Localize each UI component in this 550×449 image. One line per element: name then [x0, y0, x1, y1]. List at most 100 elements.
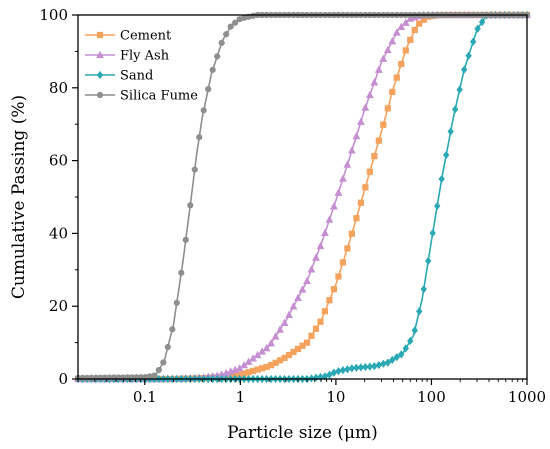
data-point-silica-fume — [169, 326, 176, 333]
data-point-sand — [469, 37, 477, 46]
data-point-cement — [416, 20, 423, 27]
data-point-fly-ash — [262, 343, 271, 352]
data-point-fly-ash — [401, 18, 410, 26]
data-point-sand — [420, 285, 427, 294]
data-point-silica-fume — [223, 31, 230, 38]
legend-item-silica-fume: Silica Fume — [85, 89, 198, 104]
legend-label-silica-fume: Silica Fume — [120, 89, 198, 104]
data-point-cement — [398, 60, 405, 68]
data-point-sand — [357, 363, 365, 372]
data-point-cement — [353, 215, 360, 222]
data-point-sand — [425, 256, 432, 266]
y-axis-ticks: 0 20 40 60 80 100 — [39, 6, 78, 388]
x-axis-ticks: 0.1 1 10 100 1000 — [77, 379, 546, 406]
legend-label-sand: Sand — [120, 69, 153, 84]
data-point-cement — [389, 88, 396, 96]
data-point-fly-ash — [285, 310, 293, 319]
data-point-cement — [384, 105, 391, 112]
legend-item-cement: Cement — [85, 29, 172, 44]
legend-marker-silica-fume — [96, 91, 104, 99]
legend-marker-sand — [96, 70, 104, 80]
data-point-sand — [456, 85, 463, 94]
data-point-sand — [366, 362, 374, 371]
data-point-silica-fume — [191, 166, 198, 173]
data-point-sand — [438, 174, 445, 184]
data-point-sand — [429, 228, 436, 238]
data-point-fly-ash — [334, 188, 343, 196]
legend-marker-cement — [96, 31, 104, 39]
data-point-cement — [375, 137, 382, 144]
data-point-cement — [308, 332, 315, 339]
data-point-silica-fume — [218, 39, 225, 46]
legend: Cement Fly Ash Sand Silica Fume — [85, 29, 198, 104]
data-point-fly-ash — [280, 318, 289, 326]
data-point-fly-ash — [388, 37, 397, 45]
data-point-silica-fume — [151, 372, 158, 379]
data-point-fly-ash — [379, 54, 388, 62]
data-point-fly-ash — [383, 45, 392, 54]
legend-label-fly-ash: Fly Ash — [120, 49, 170, 64]
legend-label-cement: Cement — [120, 29, 172, 44]
data-point-cement — [402, 47, 409, 54]
data-point-fly-ash — [267, 339, 275, 347]
legend-item-sand: Sand — [85, 69, 153, 84]
data-point-fly-ash — [356, 117, 365, 125]
data-point-cement — [366, 168, 373, 175]
data-point-sand — [384, 358, 391, 367]
data-point-fly-ash — [303, 276, 311, 285]
data-point-fly-ash — [316, 241, 325, 250]
data-point-fly-ash — [289, 302, 298, 310]
data-point-fly-ash — [370, 78, 379, 86]
data-point-sand — [474, 24, 481, 33]
data-point-sand — [411, 326, 418, 335]
data-point-cement — [330, 286, 338, 293]
data-point-fly-ash — [374, 65, 383, 73]
data-point-fly-ash — [339, 174, 347, 182]
data-point-sand — [460, 65, 468, 74]
data-point-fly-ash — [312, 253, 320, 261]
data-point-fly-ash — [276, 325, 284, 333]
data-point-silica-fume — [196, 134, 203, 141]
data-point-cement — [339, 259, 347, 266]
data-point-silica-fume — [214, 53, 221, 60]
data-point-silica-fume — [164, 343, 171, 351]
data-point-sand — [465, 51, 472, 60]
data-point-fly-ash — [298, 285, 307, 293]
data-point-silica-fume — [232, 19, 239, 26]
data-point-fly-ash — [361, 103, 370, 111]
data-point-cement — [407, 36, 414, 43]
data-point-fly-ash — [271, 332, 280, 340]
y-tick-label: 20 — [49, 297, 68, 315]
data-point-cement — [411, 26, 418, 34]
y-tick-label: 40 — [49, 224, 68, 242]
data-point-cement — [371, 153, 378, 160]
data-point-cement — [303, 339, 311, 346]
data-point-silica-fume — [200, 107, 207, 114]
data-point-silica-fume — [182, 236, 189, 243]
x-axis-title: Particle size (μm) — [227, 423, 378, 443]
legend-item-fly-ash: Fly Ash — [85, 49, 170, 64]
data-point-fly-ash — [330, 202, 338, 210]
data-point-sand — [353, 363, 360, 372]
data-point-cement — [393, 74, 400, 81]
data-point-fly-ash — [392, 28, 401, 36]
data-point-sand — [447, 127, 454, 136]
x-tick-label: 1 — [236, 388, 246, 406]
data-point-fly-ash — [352, 131, 361, 140]
data-point-fly-ash — [307, 265, 316, 273]
data-point-cement — [335, 273, 342, 280]
data-point-sand — [362, 362, 369, 372]
y-tick-label: 60 — [49, 152, 68, 170]
data-point-cement — [357, 199, 364, 206]
data-point-cement — [380, 121, 387, 128]
data-point-fly-ash — [347, 146, 356, 154]
x-tick-label: 100 — [417, 388, 446, 406]
data-point-sand — [398, 350, 405, 359]
data-point-fly-ash — [365, 90, 374, 99]
data-point-cement — [317, 318, 324, 325]
legend-marker-fly-ash — [96, 50, 104, 59]
data-point-sand — [393, 353, 400, 362]
data-point-silica-fume — [178, 269, 185, 276]
data-point-fly-ash — [343, 160, 352, 168]
